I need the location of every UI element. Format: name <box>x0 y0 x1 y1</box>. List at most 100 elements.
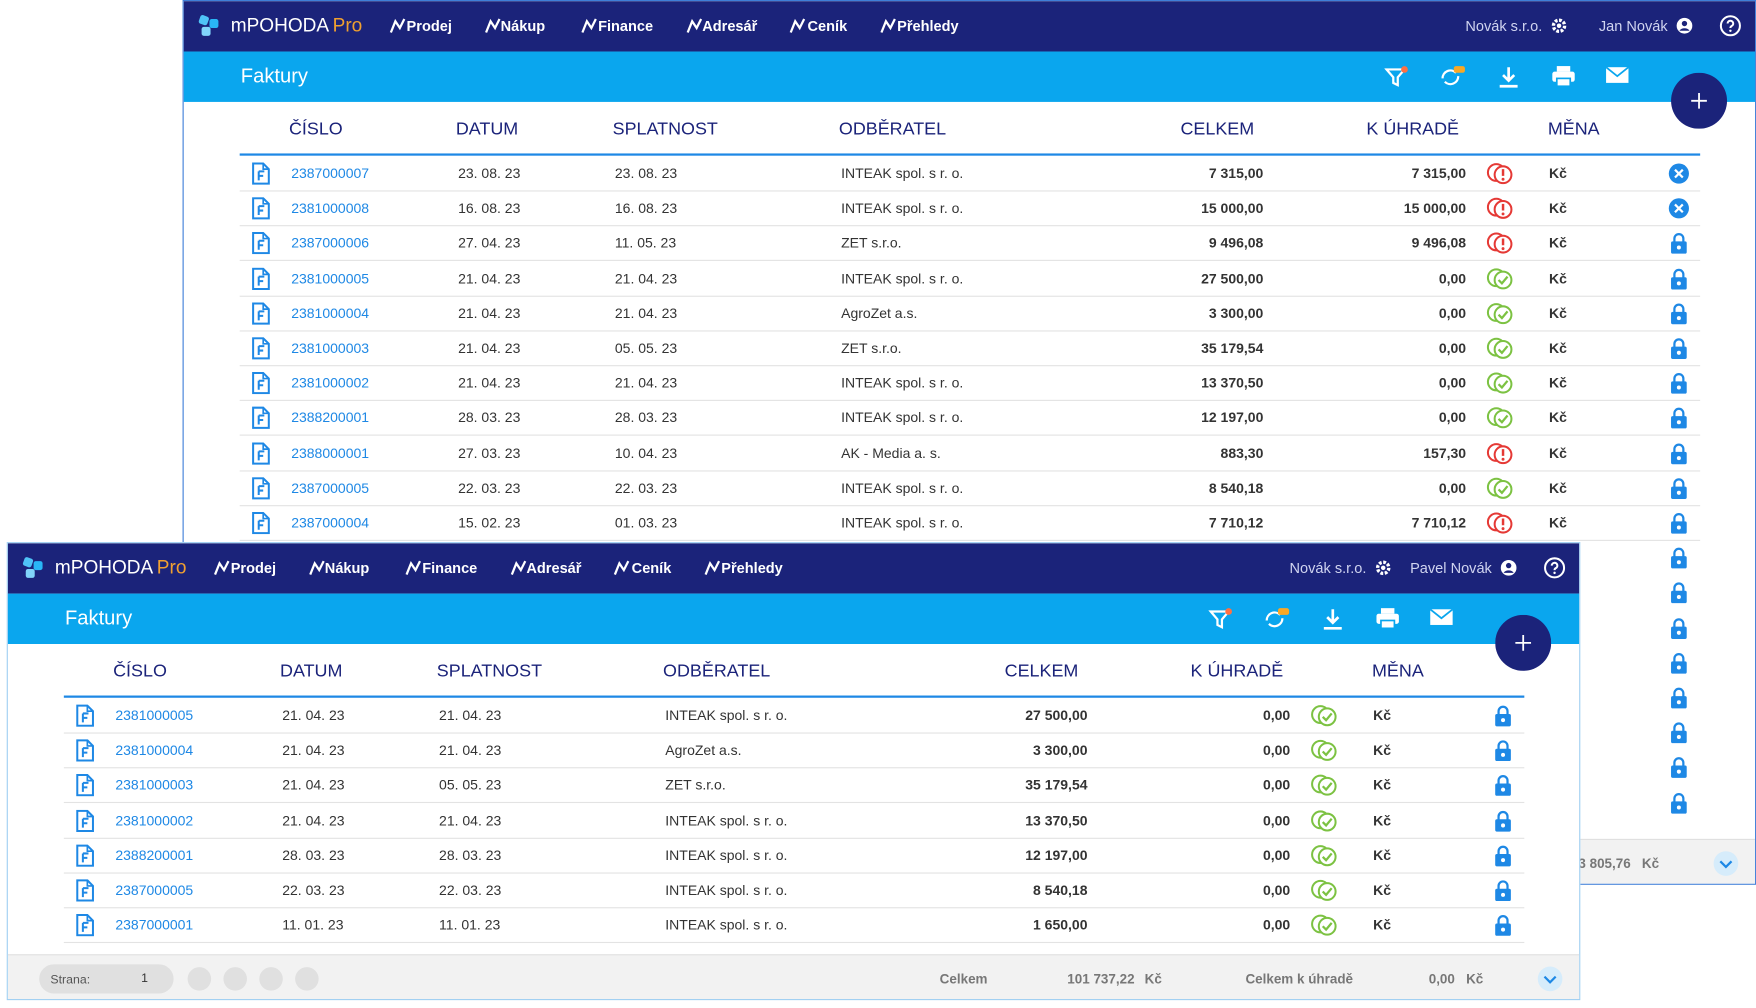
user-button[interactable] <box>1676 17 1694 41</box>
invoice-number[interactable]: 2388000001 <box>291 445 370 461</box>
column-header[interactable]: ODBĚRATEL <box>838 119 947 139</box>
user-name[interactable]: Pavel Novák <box>1410 559 1492 577</box>
pager-button[interactable] <box>187 967 212 997</box>
add-button[interactable] <box>1671 72 1728 135</box>
lock-icon[interactable] <box>1670 547 1688 575</box>
column-header[interactable]: CELKEM <box>1004 661 1079 681</box>
invoice-number[interactable]: 2387000001 <box>115 917 194 934</box>
invoice-number[interactable]: 2387000004 <box>291 515 370 531</box>
due-date: 21. 04. 23 <box>614 270 678 287</box>
lock-icon[interactable] <box>1670 721 1688 749</box>
pager-button[interactable] <box>295 967 320 997</box>
invoice-number[interactable]: 2387000007 <box>291 165 370 182</box>
help-button[interactable] <box>1543 557 1566 585</box>
print-button[interactable] <box>1551 65 1576 93</box>
lock-icon[interactable] <box>1670 407 1688 435</box>
invoice-number[interactable]: 2381000005 <box>115 707 194 724</box>
invoice-number[interactable]: 2381000004 <box>115 742 194 759</box>
download-button[interactable] <box>1496 65 1521 95</box>
menu-item[interactable]: Nákup <box>500 17 546 35</box>
lock-icon[interactable] <box>1494 809 1512 837</box>
company-name[interactable]: Novák s.r.o. <box>1465 17 1543 35</box>
user-button[interactable] <box>1500 559 1518 583</box>
lock-icon[interactable] <box>1494 914 1512 942</box>
menu-item[interactable]: Finance <box>598 17 654 35</box>
lock-icon[interactable] <box>1670 582 1688 610</box>
invoice-number[interactable]: 2388200001 <box>115 847 194 864</box>
lock-icon[interactable] <box>1670 652 1688 680</box>
invoice-number[interactable]: 2381000003 <box>291 340 370 357</box>
menu-item[interactable]: Prodej <box>406 17 452 35</box>
column-header[interactable]: MĚNA <box>1547 119 1600 139</box>
help-button[interactable] <box>1719 15 1741 43</box>
lock-icon[interactable] <box>1670 302 1688 330</box>
column-header[interactable]: ODBĚRATEL <box>663 661 771 681</box>
column-header[interactable]: ČÍSLO <box>288 119 343 139</box>
filter-button[interactable] <box>1208 607 1233 637</box>
column-header[interactable]: ČÍSLO <box>113 661 167 681</box>
column-header[interactable]: SPLATNOST <box>612 119 718 139</box>
column-header[interactable]: K ÚHRADĚ <box>1366 119 1460 139</box>
menu-item[interactable]: Přehledy <box>721 559 783 577</box>
cancel-icon[interactable] <box>1668 197 1690 225</box>
menu-item[interactable]: Ceník <box>631 559 672 577</box>
pager-button[interactable] <box>259 967 284 997</box>
filter-button[interactable] <box>1384 65 1409 95</box>
invoice-number[interactable]: 2381000002 <box>115 812 194 829</box>
mail-button[interactable] <box>1429 607 1454 633</box>
menu-item[interactable]: Nákup <box>324 559 370 577</box>
sync-button[interactable] <box>1438 65 1467 95</box>
column-header[interactable]: DATUM <box>455 119 519 139</box>
lock-icon[interactable] <box>1494 704 1512 732</box>
company-name[interactable]: Novák s.r.o. <box>1289 559 1367 577</box>
lock-icon[interactable] <box>1670 791 1688 819</box>
invoice-number[interactable]: 2381000008 <box>291 200 370 217</box>
lock-icon[interactable] <box>1670 477 1688 505</box>
invoice-number[interactable]: 2381000002 <box>291 375 370 392</box>
menu-item[interactable]: Přehledy <box>897 17 959 35</box>
lock-icon[interactable] <box>1670 372 1688 400</box>
pager-button[interactable] <box>223 967 248 997</box>
user-name[interactable]: Jan Novák <box>1598 17 1668 35</box>
print-button[interactable] <box>1375 607 1400 635</box>
settings-button[interactable] <box>1550 17 1568 41</box>
menu-item[interactable]: Adresář <box>702 17 758 35</box>
column-header[interactable]: CELKEM <box>1180 119 1255 139</box>
invoice-number[interactable]: 2387000006 <box>291 235 370 252</box>
invoice-number[interactable]: 2387000005 <box>291 480 370 496</box>
invoice-number[interactable]: 2381000004 <box>291 305 370 322</box>
sync-button[interactable] <box>1262 607 1291 637</box>
lock-icon[interactable] <box>1670 442 1688 470</box>
lock-icon[interactable] <box>1670 687 1688 715</box>
cancel-icon[interactable] <box>1668 162 1690 190</box>
column-header[interactable]: K ÚHRADĚ <box>1190 661 1284 681</box>
invoice-number[interactable]: 2381000003 <box>115 777 194 794</box>
lock-icon[interactable] <box>1670 756 1688 784</box>
expand-button[interactable] <box>1712 850 1739 882</box>
invoice-number[interactable]: 2381000005 <box>291 270 370 287</box>
lock-icon[interactable] <box>1494 879 1512 907</box>
lock-icon[interactable] <box>1494 844 1512 872</box>
invoice-number[interactable]: 2387000005 <box>115 882 194 899</box>
download-button[interactable] <box>1320 607 1345 637</box>
column-header[interactable]: MĚNA <box>1372 661 1424 681</box>
lock-icon[interactable] <box>1670 512 1688 540</box>
mail-button[interactable] <box>1605 65 1630 91</box>
expand-button[interactable] <box>1537 965 1564 997</box>
add-button[interactable] <box>1495 614 1552 677</box>
column-header[interactable]: SPLATNOST <box>436 661 543 681</box>
invoice-number[interactable]: 2388200001 <box>291 410 370 427</box>
menu-item[interactable]: Finance <box>422 559 478 577</box>
column-header[interactable]: DATUM <box>280 661 343 681</box>
lock-icon[interactable] <box>1670 617 1688 645</box>
lock-icon[interactable] <box>1670 232 1688 260</box>
menu-item[interactable]: Ceník <box>807 17 848 35</box>
lock-icon[interactable] <box>1670 337 1688 365</box>
lock-icon[interactable] <box>1670 267 1688 295</box>
settings-button[interactable] <box>1374 559 1392 583</box>
menu-item[interactable]: Prodej <box>230 559 277 577</box>
page-select[interactable] <box>39 964 174 994</box>
menu-item[interactable]: Adresář <box>526 559 582 577</box>
lock-icon[interactable] <box>1494 774 1512 802</box>
lock-icon[interactable] <box>1494 739 1512 767</box>
